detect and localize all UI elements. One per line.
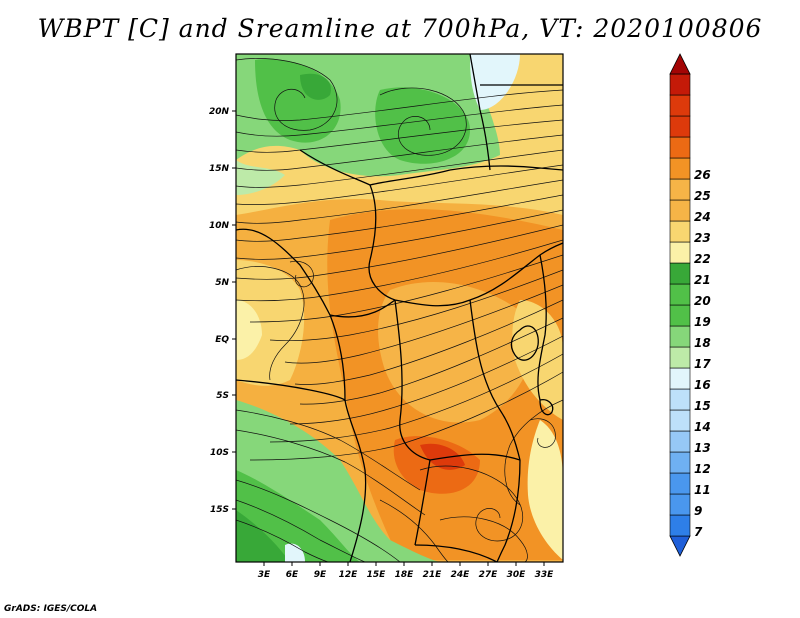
colorbar-segment	[669, 451, 691, 474]
colorbar-label: 15	[694, 399, 711, 413]
lon-label-24e: 24E	[451, 570, 471, 580]
colorbar-segment	[669, 199, 691, 222]
lat-label-20n: 20N	[209, 107, 230, 117]
colorbar-segment	[669, 94, 691, 117]
colorbar-segment	[669, 409, 691, 432]
colorbar-segment	[669, 304, 691, 327]
colorbar-label: 21	[694, 273, 711, 287]
colorbar-label: 26	[694, 168, 711, 182]
colorbar-segment	[669, 493, 691, 516]
colorbar-label: 18	[694, 336, 711, 350]
country-borders	[236, 54, 563, 562]
colorbar-segment	[669, 346, 691, 369]
lon-tick-marks	[263, 562, 545, 566]
colorbar-segment	[669, 220, 691, 243]
colorbar-segment	[669, 367, 691, 390]
colorbar-segment	[669, 136, 691, 159]
colorbar-segment	[669, 262, 691, 285]
colorbar-label: 23	[694, 231, 711, 245]
colorbar-segment	[669, 73, 691, 96]
map-title: WBPT [C] and Sreamline at 700hPa, VT: 20…	[37, 14, 763, 43]
lon-label-33e: 33E	[535, 570, 555, 580]
lat-label-5s: 5S	[216, 391, 229, 401]
lat-label-5n: 5N	[215, 278, 229, 288]
lon-label-18e: 18E	[395, 570, 415, 580]
colorbar	[669, 53, 691, 557]
colorbar-arrow-bottom	[669, 535, 691, 557]
lon-label-15e: 15E	[367, 570, 387, 580]
lon-label-30e: 30E	[507, 570, 527, 580]
lat-label-15n: 15N	[209, 164, 230, 174]
colorbar-label: 12	[694, 462, 711, 476]
colorbar-label: 20	[694, 294, 711, 308]
lat-label-10s: 10S	[210, 448, 229, 458]
temperature-field	[236, 54, 563, 562]
lat-label-eq: EQ	[215, 335, 229, 345]
colorbar-label: 9	[694, 504, 702, 518]
lon-labels: 3E 6E 9E 12E 15E 18E 21E 24E 27E 30E 33E	[258, 570, 554, 580]
lon-label-6e: 6E	[286, 570, 299, 580]
colorbar-arrow-top	[669, 53, 691, 75]
colorbar-label: 22	[694, 252, 711, 266]
colorbar-label: 24	[694, 210, 711, 224]
lon-label-12e: 12E	[339, 570, 359, 580]
grads-credit: GrADS: IGES/COLA	[4, 604, 98, 614]
lon-label-9e: 9E	[314, 570, 327, 580]
lon-label-3e: 3E	[258, 570, 271, 580]
colorbar-label: 7	[694, 525, 703, 539]
colorbar-segment	[669, 472, 691, 495]
colorbar-segment	[669, 283, 691, 306]
colorbar-segment	[669, 514, 691, 537]
colorbar-labels: 7 9 11 12 13 14 15 16 17 18 19 20 21 22 …	[694, 168, 711, 539]
colorbar-label: 11	[694, 483, 711, 497]
map-frame	[235, 53, 564, 563]
lon-label-27e: 27E	[479, 570, 499, 580]
colorbar-label: 19	[694, 315, 711, 329]
lat-labels: 20N 15N 10N 5N EQ 5S 10S 15S	[209, 107, 230, 515]
lat-label-10n: 10N	[209, 221, 230, 231]
colorbar-segment	[669, 430, 691, 453]
colorbar-label: 13	[694, 441, 711, 455]
colorbar-label: 16	[694, 378, 711, 392]
colorbar-segment	[669, 388, 691, 411]
colorbar-label: 17	[694, 357, 711, 371]
colorbar-segment	[669, 178, 691, 201]
colorbar-label: 25	[694, 189, 711, 203]
colorbar-segment	[669, 115, 691, 138]
lat-tick-marks	[232, 110, 236, 510]
streamlines	[236, 58, 563, 562]
colorbar-label: 14	[694, 420, 711, 434]
colorbar-segment	[669, 157, 691, 180]
lon-label-21e: 21E	[423, 570, 443, 580]
colorbar-segment	[669, 325, 691, 348]
lat-label-15s: 15S	[210, 505, 229, 515]
colorbar-segment	[669, 241, 691, 264]
